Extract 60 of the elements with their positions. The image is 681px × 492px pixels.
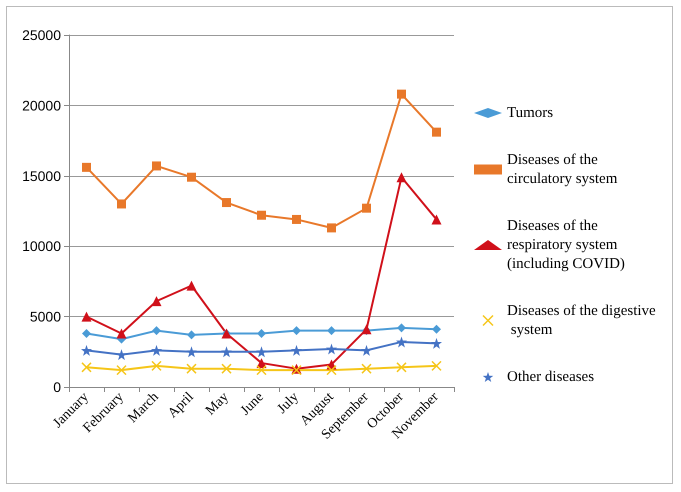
point [397, 90, 406, 99]
point [396, 336, 407, 348]
point [291, 344, 302, 356]
point [81, 344, 92, 356]
y-tick-label: 20000 [22, 97, 62, 114]
point [116, 349, 127, 360]
y-tick-label: 15000 [22, 168, 62, 184]
point [397, 323, 406, 332]
point [81, 362, 92, 373]
point [432, 128, 441, 137]
point [361, 363, 372, 374]
point [432, 214, 442, 224]
point [361, 344, 372, 356]
point [82, 312, 92, 322]
point [362, 204, 371, 213]
x-tick-label: May [203, 390, 232, 418]
y-tick-label: 10000 [22, 238, 62, 254]
legend-label: Other diseases [507, 369, 594, 385]
point [152, 161, 161, 170]
point [221, 346, 232, 358]
point [396, 362, 407, 373]
point [82, 162, 91, 172]
point [117, 199, 126, 208]
point [257, 328, 266, 338]
point [222, 198, 231, 208]
point [186, 280, 196, 291]
point [187, 172, 196, 182]
x-tick-label: June [238, 390, 267, 418]
point [152, 326, 161, 336]
point [327, 223, 336, 232]
legend-label: Tumors [507, 105, 554, 121]
point [256, 364, 267, 376]
point [326, 343, 337, 354]
legend-label: Diseases of the circulatory system [507, 152, 618, 187]
point [432, 324, 441, 334]
point [186, 346, 197, 358]
point [187, 330, 196, 340]
point [431, 338, 442, 349]
point [151, 344, 162, 356]
legend-label: Diseases of the digestive system [507, 303, 656, 338]
point [292, 214, 301, 224]
point [431, 360, 442, 372]
point [256, 346, 267, 358]
point [326, 364, 337, 376]
point [396, 172, 406, 182]
point [292, 326, 301, 336]
point [327, 326, 336, 336]
y-tick-label: 25000 [22, 27, 62, 43]
point [257, 210, 266, 220]
point [152, 296, 162, 306]
x-tick-label: July [274, 390, 302, 417]
legend-label: Diseases of the respiratory system (including COVID) [507, 218, 625, 272]
point [116, 364, 127, 376]
y-tick-label: 0 [53, 379, 62, 395]
point [221, 363, 232, 374]
point [186, 363, 197, 374]
point [116, 328, 126, 338]
y-tick-label: 5000 [30, 308, 62, 325]
point [151, 360, 162, 372]
point [82, 328, 91, 338]
